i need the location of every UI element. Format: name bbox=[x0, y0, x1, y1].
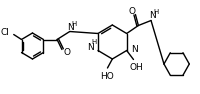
Text: H: H bbox=[71, 20, 76, 27]
Text: HO: HO bbox=[101, 72, 114, 81]
Text: N: N bbox=[87, 43, 94, 52]
Text: O: O bbox=[128, 7, 135, 16]
Text: H: H bbox=[153, 8, 159, 14]
Text: N: N bbox=[149, 11, 155, 20]
Text: O: O bbox=[64, 48, 71, 57]
Text: Cl: Cl bbox=[1, 28, 10, 37]
Text: N: N bbox=[132, 45, 138, 54]
Text: H: H bbox=[92, 39, 97, 45]
Text: OH: OH bbox=[130, 64, 143, 72]
Text: N: N bbox=[67, 23, 74, 32]
